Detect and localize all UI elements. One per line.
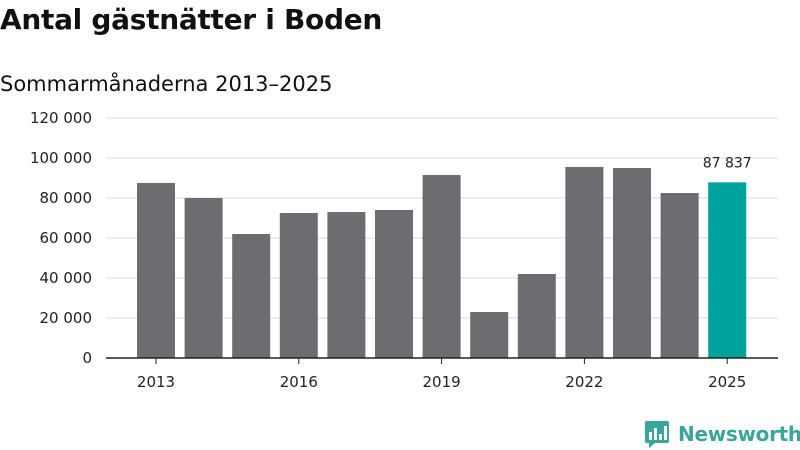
bar-2013 (137, 183, 175, 358)
brand-name: Newsworthy (678, 422, 800, 446)
y-tick-label-80000: 80 000 (40, 189, 93, 207)
bar-2014 (184, 198, 223, 358)
x-tick-label-2019: 2019 (423, 373, 461, 391)
bar-2024 (660, 193, 699, 358)
data-label-2025: 87 837 (703, 155, 752, 171)
bars (137, 167, 747, 358)
y-tick-label-0: 0 (82, 349, 92, 367)
y-tick-label-120000: 120 000 (30, 109, 92, 127)
newsworthy-logo-icon (645, 421, 669, 448)
newsworthy-logo: Newsworthy (644, 419, 800, 449)
x-axis-ticks: 2013 2016 2019 2022 2025 (137, 358, 746, 391)
y-tick-label-40000: 40 000 (40, 269, 93, 287)
y-tick-label-20000: 20 000 (40, 309, 93, 327)
bar-2022 (565, 167, 604, 358)
bar-2021 (517, 274, 556, 358)
x-tick-label-2016: 2016 (280, 373, 318, 391)
bar-2025 (708, 182, 747, 358)
bar-2023 (613, 168, 651, 358)
bar-2016 (279, 213, 318, 358)
chart-title: Antal gästnätter i Boden (0, 3, 383, 36)
bar-2019 (422, 175, 461, 358)
bar-2020 (470, 312, 509, 358)
x-tick-label-2025: 2025 (708, 373, 746, 391)
bar-2015 (232, 234, 271, 358)
x-tick-label-2022: 2022 (565, 373, 603, 391)
bar-2017 (327, 212, 366, 358)
y-tick-label-60000: 60 000 (40, 229, 93, 247)
y-axis-ticks: 0 20 000 40 000 60 000 80 000 100 000 120 000 (30, 109, 92, 367)
chart-subtitle: Sommarmånaderna 2013–2025 (0, 72, 333, 96)
bar-2018 (375, 210, 413, 358)
x-tick-label-2013: 2013 (137, 373, 175, 391)
y-tick-label-100000: 100 000 (30, 149, 92, 167)
data-labels: 87 837 (703, 155, 752, 171)
